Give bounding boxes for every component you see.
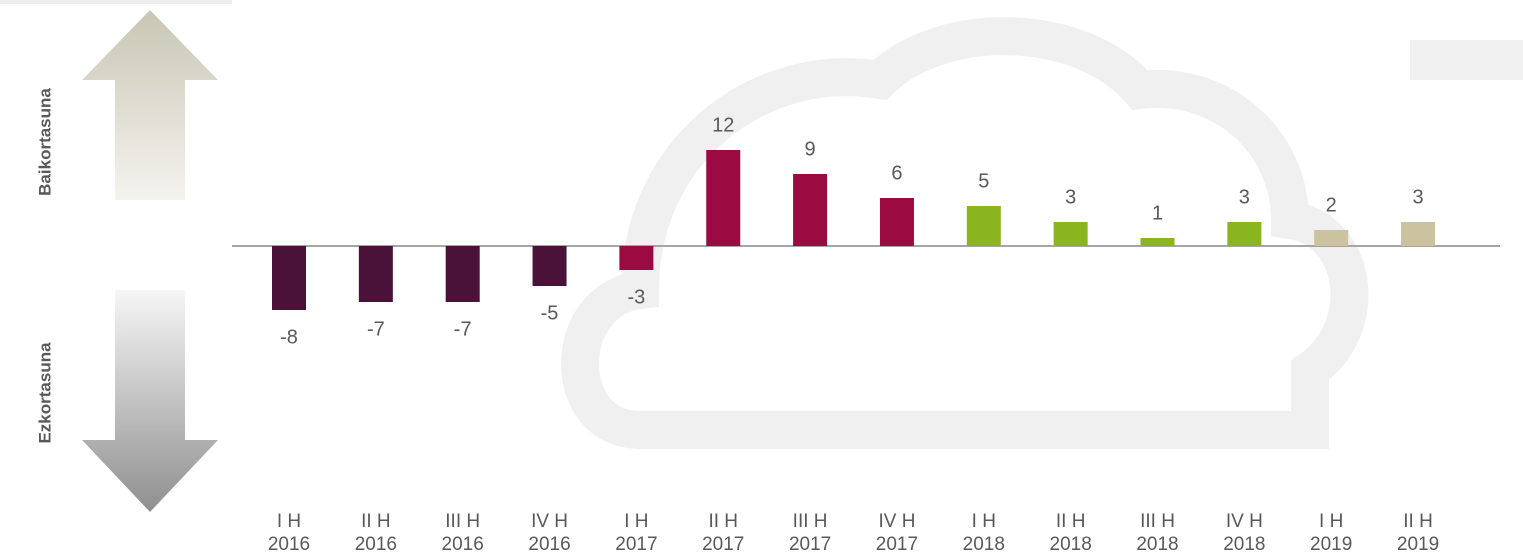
x-tick-label: 2018 xyxy=(963,534,1005,555)
x-tick-label: 2018 xyxy=(1223,534,1265,555)
x-tick-label: 2017 xyxy=(789,534,831,555)
up-arrow xyxy=(82,10,218,200)
x-tick-label: I H xyxy=(972,511,996,532)
bar xyxy=(272,246,306,310)
data-label: 2 xyxy=(1326,194,1337,216)
x-tick-label: I H xyxy=(1319,511,1343,532)
x-tick-label: 2016 xyxy=(268,534,310,555)
x-tick-label: 2016 xyxy=(528,534,570,555)
background-cloud xyxy=(561,17,1523,449)
x-tick-label: 2019 xyxy=(1397,534,1439,555)
x-tick-label: II H xyxy=(1403,511,1433,532)
data-label: 1 xyxy=(1152,202,1163,224)
data-label: 3 xyxy=(1065,186,1076,208)
x-tick-label: II H xyxy=(361,511,391,532)
x-tick-label: 2019 xyxy=(1310,534,1352,555)
data-label: -5 xyxy=(541,302,559,324)
x-tick-label: III H xyxy=(1140,511,1175,532)
bar xyxy=(1314,230,1349,246)
data-label: -7 xyxy=(454,318,472,340)
positive-label: Baikortasuna xyxy=(35,88,54,196)
bar xyxy=(1401,222,1436,246)
x-tick-label: I H xyxy=(624,511,648,532)
x-tick-label: 2017 xyxy=(615,534,657,555)
data-label: 3 xyxy=(1239,186,1250,208)
data-label: -7 xyxy=(367,318,385,340)
x-tick-label: 2016 xyxy=(442,534,484,555)
bar xyxy=(358,246,393,302)
x-tick-label: IV H xyxy=(1226,511,1263,532)
x-tick-label: IV H xyxy=(531,511,568,532)
data-label: 12 xyxy=(712,114,734,136)
header-strip xyxy=(0,0,232,4)
data-label: -8 xyxy=(280,326,298,348)
data-label: 9 xyxy=(805,138,816,160)
bar xyxy=(619,246,654,270)
x-tick-label: II H xyxy=(708,511,738,532)
bar xyxy=(966,206,1001,246)
x-tick-label: II H xyxy=(1056,511,1086,532)
data-label: 6 xyxy=(891,162,902,184)
bar xyxy=(445,246,480,302)
x-tick-label: 2017 xyxy=(876,534,918,555)
data-label: 3 xyxy=(1412,186,1423,208)
x-tick-label: I H xyxy=(277,511,301,532)
x-tick-label: 2017 xyxy=(702,534,744,555)
data-label: -3 xyxy=(628,286,646,308)
down-arrow xyxy=(82,290,218,512)
x-tick-label: III H xyxy=(793,511,828,532)
bar xyxy=(532,246,567,286)
bar xyxy=(1227,222,1262,246)
bar xyxy=(879,198,914,246)
x-tick-label: 2016 xyxy=(355,534,397,555)
data-label: 5 xyxy=(978,170,989,192)
bar xyxy=(706,150,741,246)
bar xyxy=(793,174,828,246)
x-tick-label: IV H xyxy=(878,511,915,532)
negative-label: Ezkortasuna xyxy=(35,342,54,444)
x-tick-label: 2018 xyxy=(1136,534,1178,555)
x-tick-label: 2018 xyxy=(1050,534,1092,555)
bar xyxy=(1053,222,1088,246)
x-tick-label: III H xyxy=(445,511,480,532)
bar xyxy=(1140,238,1175,246)
